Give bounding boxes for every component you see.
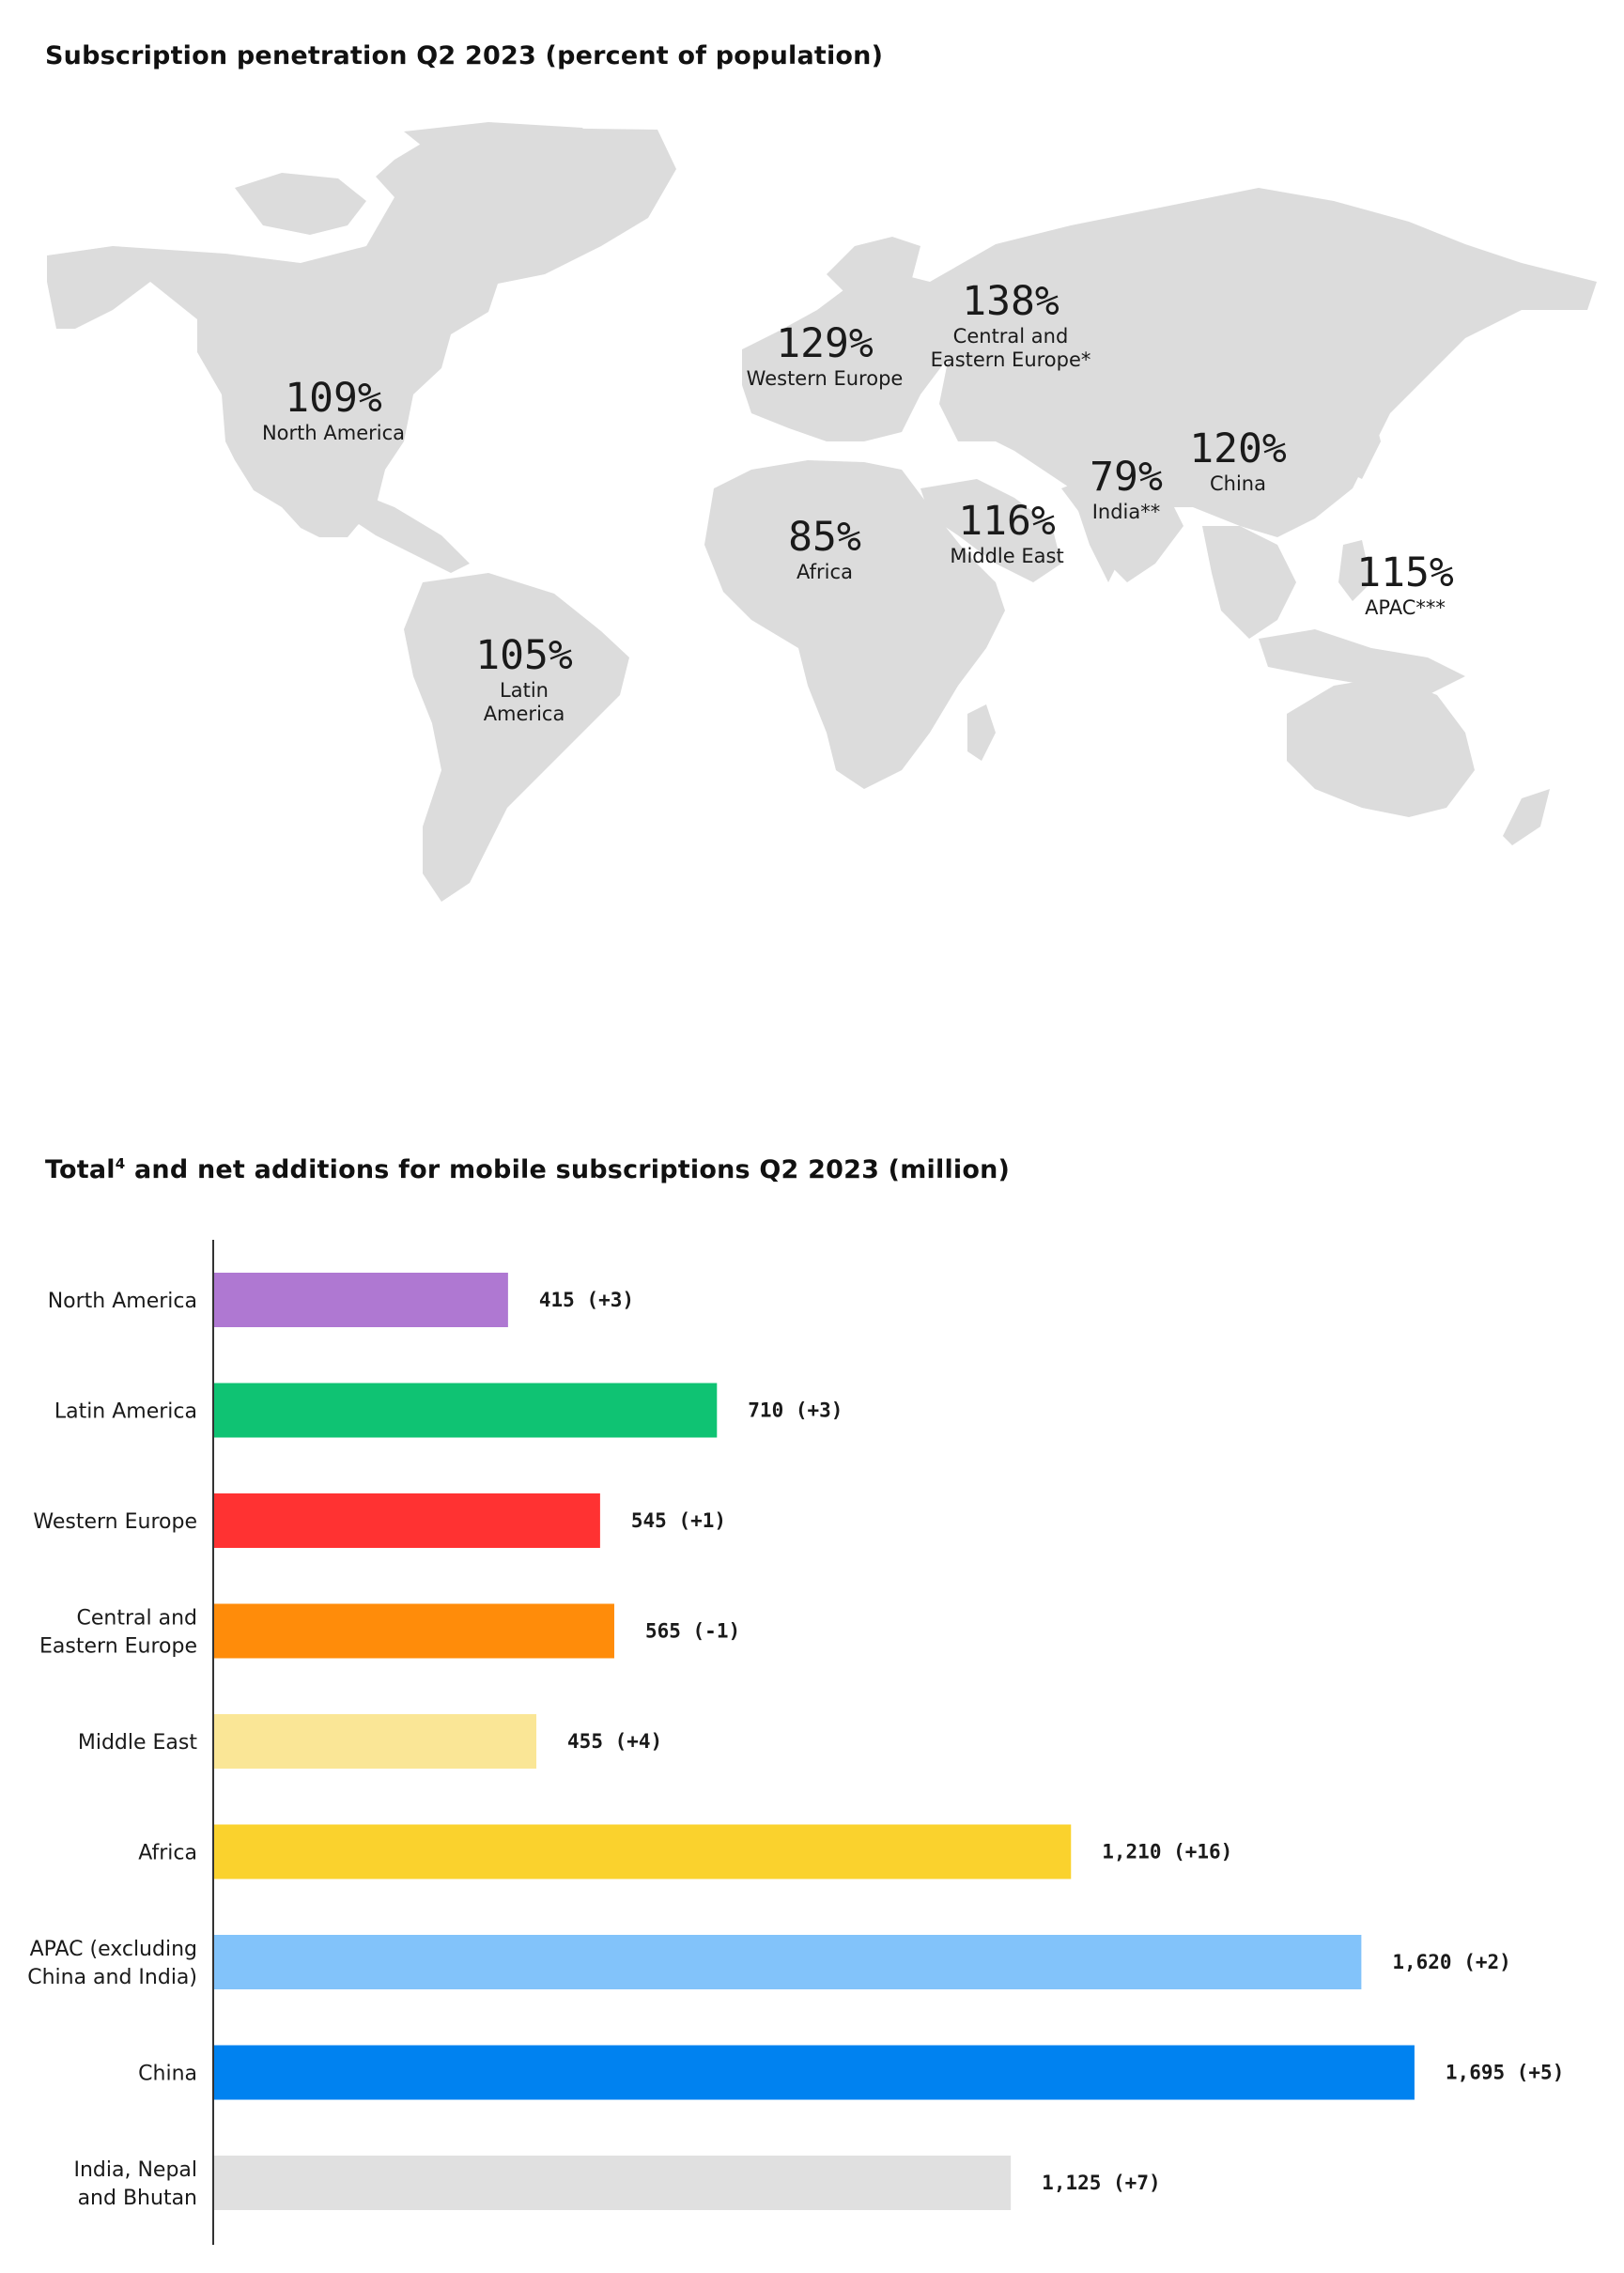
landmass-scandinavia bbox=[827, 237, 920, 293]
region-name: Middle East bbox=[950, 545, 1064, 568]
penetration-value: 109% bbox=[285, 375, 382, 422]
region-label-india: 79% India** bbox=[1090, 454, 1163, 524]
penetration-value: 105% bbox=[475, 632, 573, 679]
footnote-marker: 4 bbox=[115, 1155, 126, 1172]
landmass-indonesia bbox=[1259, 629, 1465, 695]
landmass-africa bbox=[704, 460, 1005, 789]
landmass-greenland bbox=[404, 122, 611, 225]
category-label: Africa bbox=[138, 1842, 197, 1865]
bar bbox=[214, 1714, 537, 1769]
landmass-new-zealand bbox=[1503, 789, 1550, 845]
penetration-value: 116% bbox=[958, 498, 1056, 545]
bar bbox=[214, 1935, 1362, 1989]
category-label: APAC (excluding bbox=[30, 1938, 197, 1961]
bar bbox=[214, 2156, 1012, 2210]
landmass-north-america bbox=[47, 128, 676, 537]
region-label-middle-east: 116% Middle East bbox=[950, 498, 1064, 568]
data-label: 1,125 (+7) bbox=[1042, 2172, 1160, 2194]
landmass-south-america bbox=[404, 573, 629, 902]
penetration-value: 138% bbox=[962, 278, 1059, 325]
region-name: America bbox=[483, 702, 565, 725]
category-label: and Bhutan bbox=[78, 2187, 197, 2210]
region-label-africa: 85% Africa bbox=[788, 514, 861, 584]
penetration-value: 85% bbox=[788, 514, 861, 561]
bar bbox=[214, 1493, 600, 1548]
data-label: 545 (+1) bbox=[631, 1509, 726, 1532]
data-label: 455 (+4) bbox=[567, 1730, 662, 1753]
region-name: China bbox=[1210, 472, 1266, 496]
data-label: 565 (-1) bbox=[645, 1620, 740, 1643]
region-name: Africa bbox=[797, 561, 853, 584]
data-label: 710 (+3) bbox=[748, 1399, 843, 1422]
category-label: China bbox=[138, 2063, 197, 2086]
landmass-japan bbox=[1343, 404, 1381, 479]
region-name: North America bbox=[261, 422, 406, 445]
penetration-value: 79% bbox=[1090, 454, 1163, 501]
region-name: Latin bbox=[500, 679, 549, 703]
bar bbox=[214, 2045, 1415, 2100]
map-title: Subscription penetration Q2 2023 (percen… bbox=[45, 41, 884, 70]
region-label-central-eastern-europe: 138% Central and Eastern Europe* bbox=[930, 278, 1091, 371]
data-label: 1,620 (+2) bbox=[1392, 1951, 1510, 1973]
landmass-australia bbox=[1287, 676, 1475, 817]
landmass-canada-islands bbox=[235, 173, 366, 235]
region-name: Central and bbox=[952, 325, 1069, 348]
region-name: APAC*** bbox=[1365, 596, 1446, 620]
bar bbox=[214, 1383, 718, 1438]
category-label: Central and bbox=[77, 1607, 198, 1631]
region-name: Western Europe bbox=[746, 367, 904, 391]
landmass-madagascar bbox=[967, 704, 996, 761]
penetration-value: 120% bbox=[1189, 425, 1287, 472]
landmass-arabia bbox=[920, 479, 1061, 582]
landmass-philippines bbox=[1338, 540, 1371, 601]
category-label: Western Europe bbox=[33, 1510, 197, 1534]
bar bbox=[214, 1273, 508, 1327]
region-name: Eastern Europe* bbox=[930, 348, 1091, 371]
bar bbox=[214, 1824, 1072, 1879]
category-label: China and India) bbox=[27, 1966, 197, 1989]
landmass-central-america bbox=[348, 488, 470, 573]
bar-chart-title-main: Total bbox=[45, 1155, 116, 1184]
region-label-north-america: 109% North America bbox=[261, 375, 406, 445]
category-label: India, Nepal bbox=[73, 2158, 197, 2182]
bar-chart-title-rest: and net additions for mobile subscriptio… bbox=[125, 1155, 1011, 1184]
region-label-western-europe: 129% Western Europe bbox=[746, 320, 904, 391]
region-label-latin-america: 105% Latin America bbox=[475, 632, 573, 725]
data-label: 415 (+3) bbox=[539, 1289, 634, 1311]
category-label: Eastern Europe bbox=[39, 1635, 197, 1659]
bar-chart-title: Total4 and net additions for mobile subs… bbox=[45, 1155, 1010, 1184]
category-label: Latin America bbox=[54, 1400, 197, 1424]
landmass-europe bbox=[742, 272, 958, 441]
category-label: Middle East bbox=[78, 1731, 198, 1755]
region-label-china: 120% China bbox=[1189, 425, 1287, 496]
landmass-india bbox=[1061, 470, 1183, 582]
penetration-value: 129% bbox=[776, 320, 874, 367]
data-label: 1,695 (+5) bbox=[1446, 2062, 1564, 2084]
penetration-value: 115% bbox=[1356, 549, 1454, 596]
world-map bbox=[47, 122, 1597, 902]
region-label-apac: 115% APAC*** bbox=[1356, 549, 1454, 620]
bar-chart: 415 (+3) North America 710 (+3) Latin Ameri… bbox=[27, 1240, 1564, 2245]
data-label: 1,210 (+16) bbox=[1102, 1841, 1232, 1863]
landmass-southeast-asia bbox=[1202, 526, 1296, 639]
bar bbox=[214, 1603, 614, 1659]
region-name: India** bbox=[1091, 501, 1161, 524]
category-label: North America bbox=[48, 1290, 197, 1313]
